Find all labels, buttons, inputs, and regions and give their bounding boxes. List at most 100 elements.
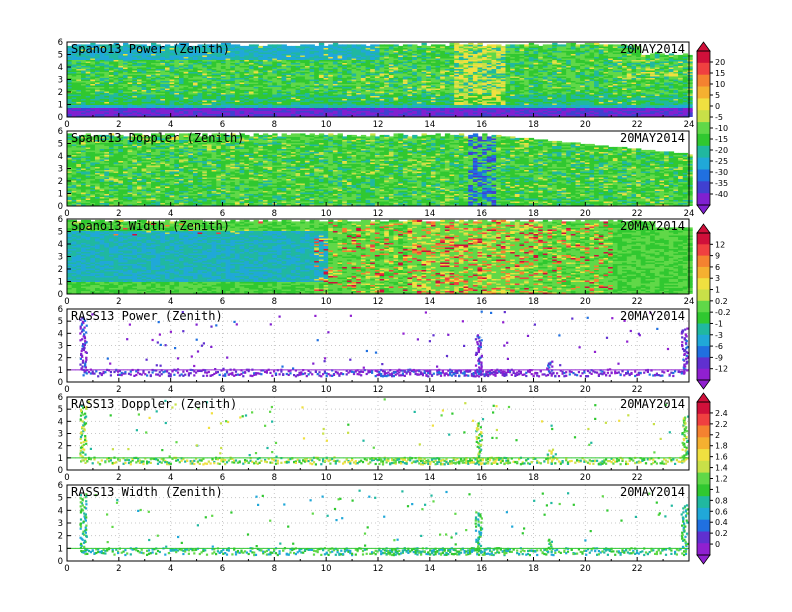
heatmap-cell (183, 104, 189, 107)
heatmap-cell (146, 107, 152, 110)
heatmap-cell (123, 50, 129, 53)
heatmap-cell (169, 101, 175, 104)
heatmap-cell (328, 96, 334, 99)
heatmap-cell (248, 54, 255, 57)
heatmap-cell (239, 77, 245, 80)
heatmap-cell (104, 65, 110, 68)
heatmap-cell (109, 75, 115, 78)
heatmap-cell (281, 74, 287, 77)
heatmap-cell (220, 48, 227, 51)
heatmap-cell (295, 107, 301, 110)
heatmap-cell (132, 113, 138, 116)
heatmap-cell (323, 68, 329, 71)
heatmap-cell (141, 71, 147, 74)
heatmap-cell (81, 44, 87, 47)
heatmap-cell (286, 98, 292, 101)
heatmap-cell (248, 90, 255, 93)
heatmap-cell (137, 77, 143, 80)
heatmap-cell (281, 57, 287, 60)
heatmap-cell (127, 62, 133, 65)
heatmap-cell (118, 92, 124, 95)
heatmap-cell (137, 54, 143, 57)
heatmap-cell (318, 98, 325, 101)
heatmap-cell (67, 101, 73, 104)
heatmap-cell (183, 90, 189, 93)
heatmap-cell (286, 110, 292, 113)
heatmap-cell (99, 110, 105, 113)
heatmap-cell (81, 107, 87, 110)
heatmap-cell (113, 63, 119, 66)
heatmap-cell (220, 71, 227, 74)
heatmap-cell (165, 110, 171, 113)
heatmap-cell (202, 54, 208, 57)
heatmap-cell (248, 62, 255, 65)
heatmap-cell (146, 72, 152, 75)
heatmap-cell (81, 45, 87, 48)
heatmap-cell (276, 110, 283, 113)
heatmap-cell (76, 95, 82, 98)
heatmap-cell (155, 45, 161, 48)
heatmap-cell (253, 59, 259, 62)
heatmap-cell (225, 102, 231, 105)
heatmap-cell (85, 113, 91, 116)
heatmap-cell (393, 44, 399, 47)
heatmap-cell (104, 77, 110, 80)
heatmap-cell (276, 89, 283, 92)
heatmap-cell (169, 93, 175, 96)
heatmap-cell (67, 59, 73, 62)
heatmap-cell (318, 45, 325, 48)
heatmap-cell (323, 77, 329, 80)
heatmap-cell (179, 53, 185, 56)
heatmap-cell (300, 92, 306, 95)
heatmap-cell (206, 84, 213, 87)
heatmap-cell (258, 66, 264, 69)
heatmap-cell (262, 50, 269, 53)
heatmap-cell (95, 102, 101, 105)
heatmap-cell (141, 92, 147, 95)
heatmap-cell (290, 48, 297, 51)
heatmap-cell (123, 110, 129, 113)
heatmap-cell (165, 98, 171, 101)
heatmap-cell (206, 53, 213, 56)
heatmap-cell (155, 102, 161, 105)
heatmap-cell (123, 93, 129, 96)
heatmap-cell (248, 80, 255, 83)
heatmap-cell (197, 71, 203, 74)
heatmap-cell (323, 57, 329, 60)
heatmap-cell (304, 83, 311, 86)
heatmap-cell (300, 111, 306, 114)
heatmap-cell (276, 50, 283, 53)
heatmap-cell (281, 69, 287, 72)
heatmap-cell (300, 99, 306, 102)
heatmap-cell (244, 90, 250, 93)
heatmap-cell (197, 51, 203, 54)
heatmap-cell (314, 102, 320, 105)
heatmap-cell (267, 71, 273, 74)
heatmap-cell (225, 108, 231, 111)
heatmap-cell (230, 87, 236, 90)
heatmap-cell (281, 89, 287, 92)
heatmap-cell (179, 72, 185, 75)
heatmap-cell (267, 107, 273, 110)
heatmap-cell (286, 99, 292, 102)
heatmap-cell (160, 48, 166, 51)
heatmap-cell (118, 54, 124, 57)
heatmap-cell (169, 107, 175, 110)
heatmap-cell (258, 65, 264, 68)
heatmap-cell (272, 87, 278, 90)
heatmap-cell (225, 51, 231, 54)
heatmap-cell (193, 98, 199, 101)
heatmap-cell (85, 51, 91, 54)
heatmap-cell (183, 65, 189, 68)
heatmap-cell (109, 98, 115, 101)
heatmap-cell (211, 45, 217, 48)
heatmap-cell (113, 83, 119, 86)
heatmap-cell (220, 105, 227, 108)
heatmap-cell (309, 51, 315, 54)
heatmap-cell (286, 84, 292, 87)
heatmap-cell (118, 53, 124, 56)
heatmap-cell (174, 57, 180, 60)
heatmap-cell (346, 44, 353, 47)
heatmap-cell (290, 114, 297, 117)
heatmap-cell (239, 45, 245, 48)
